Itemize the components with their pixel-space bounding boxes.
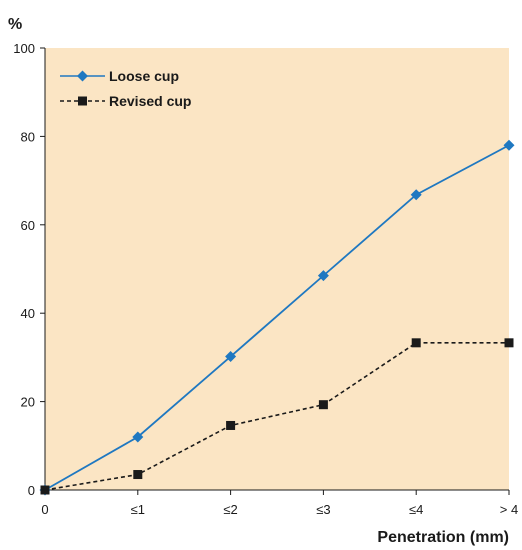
y-tick-label: 20 <box>21 395 35 410</box>
y-tick-label: 80 <box>21 129 35 144</box>
legend-marker <box>77 70 88 82</box>
legend-label: Loose cup <box>109 68 179 84</box>
legend: Loose cup Revised cup <box>52 58 217 116</box>
y-axis-ticks: 0 20 40 60 80 100 <box>13 41 45 498</box>
y-tick-label: 40 <box>21 306 35 321</box>
legend-marker <box>78 96 87 106</box>
x-tick-label: ≤4 <box>409 502 423 517</box>
series-line-revised-cup <box>44 342 509 491</box>
y-tick-label: 0 <box>28 483 35 498</box>
data-point-revised-cup <box>318 400 328 410</box>
x-axis-ticks: 0 ≤1 ≤2 ≤3 ≤4 > 4 <box>41 490 518 517</box>
x-tick-label: > 4 <box>500 502 518 517</box>
data-point-loose-cup <box>317 270 329 282</box>
x-tick-label: ≤1 <box>131 502 145 517</box>
data-point-revised-cup <box>411 338 421 348</box>
data-point-revised-cup <box>133 470 143 480</box>
data-point-revised-cup <box>40 485 50 495</box>
x-tick-label: ≤3 <box>316 502 330 517</box>
series-layer <box>39 139 515 496</box>
data-point-loose-cup <box>225 351 237 363</box>
plot-area <box>45 48 509 490</box>
legend-item-loose-cup: Loose cup <box>60 68 179 84</box>
x-tick-label: ≤2 <box>223 502 237 517</box>
data-point-loose-cup <box>132 431 144 443</box>
series-revised-cup <box>40 338 514 495</box>
legend-box <box>52 58 217 116</box>
legend-item-revised-cup: Revised cup <box>60 93 191 109</box>
legend-label: Revised cup <box>109 93 191 109</box>
series-line-loose-cup <box>44 144 510 491</box>
y-axis-title: % <box>8 16 22 33</box>
y-tick-label: 100 <box>13 41 35 56</box>
data-point-revised-cup <box>226 420 236 430</box>
data-point-loose-cup <box>410 189 422 201</box>
data-point-revised-cup <box>504 338 514 348</box>
x-axis-title: Penetration (mm) <box>377 529 509 546</box>
data-point-loose-cup <box>503 139 515 151</box>
y-tick-label: 60 <box>21 218 35 233</box>
x-tick-label: 0 <box>41 502 48 517</box>
